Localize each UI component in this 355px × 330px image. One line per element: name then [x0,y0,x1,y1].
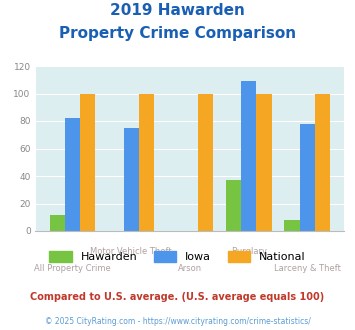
Text: All Property Crime: All Property Crime [34,264,111,273]
Text: Arson: Arson [178,264,202,273]
Text: 2019 Hawarden: 2019 Hawarden [110,3,245,18]
Bar [241,81,256,231]
Bar [284,220,300,231]
Legend: Hawarden, Iowa, National: Hawarden, Iowa, National [45,247,310,267]
Bar [50,214,65,231]
Bar [80,93,95,231]
Text: © 2025 CityRating.com - https://www.cityrating.com/crime-statistics/: © 2025 CityRating.com - https://www.city… [45,317,310,326]
Text: Compared to U.S. average. (U.S. average equals 100): Compared to U.S. average. (U.S. average … [31,292,324,302]
Text: Larceny & Theft: Larceny & Theft [274,264,341,273]
Bar [256,93,272,231]
Text: Burglary: Burglary [231,248,267,256]
Bar [315,93,330,231]
Bar [198,93,213,231]
Text: Motor Vehicle Theft: Motor Vehicle Theft [91,248,172,256]
Text: Property Crime Comparison: Property Crime Comparison [59,26,296,41]
Bar [65,118,80,231]
Bar [226,180,241,231]
Bar [300,124,315,231]
Bar [124,128,139,231]
Bar [139,93,154,231]
